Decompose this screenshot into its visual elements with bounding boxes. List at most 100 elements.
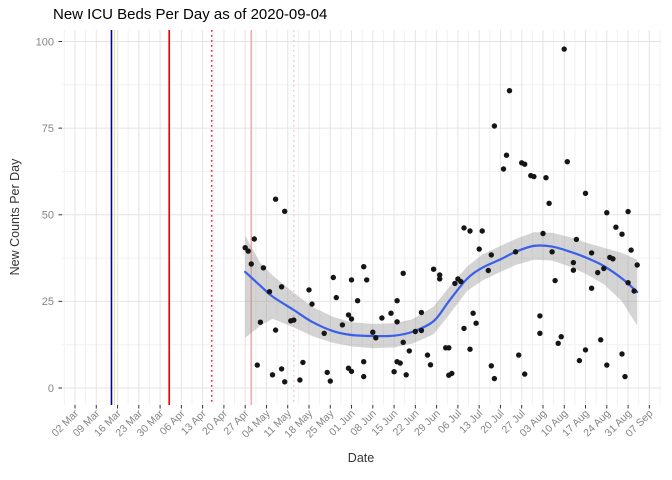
data-point xyxy=(598,337,604,343)
data-point xyxy=(330,274,336,281)
data-point xyxy=(500,166,507,172)
data-point xyxy=(418,327,425,334)
data-point xyxy=(631,288,637,294)
data-point xyxy=(400,339,406,345)
data-point xyxy=(555,340,561,346)
data-point xyxy=(549,249,555,255)
data-point xyxy=(278,284,285,290)
data-point xyxy=(272,327,279,333)
data-point xyxy=(491,375,498,382)
data-point xyxy=(437,272,443,278)
data-point xyxy=(361,264,367,270)
data-point xyxy=(348,368,355,375)
data-point xyxy=(622,373,628,380)
data-point xyxy=(604,210,610,216)
data-point xyxy=(424,352,431,358)
x-tick-label: 06 Jul xyxy=(436,408,464,436)
data-point xyxy=(604,362,610,368)
data-point xyxy=(558,334,564,340)
data-point xyxy=(257,319,264,325)
chart-title: New ICU Beds Per Day as of 2020-09-04 xyxy=(53,6,328,23)
data-point xyxy=(245,248,251,254)
data-point xyxy=(354,298,361,304)
data-point xyxy=(254,362,260,368)
data-point xyxy=(467,228,473,234)
data-point xyxy=(506,88,513,94)
data-point xyxy=(348,316,355,322)
data-point xyxy=(379,315,385,321)
x-axis-title-text: Date xyxy=(347,451,375,465)
data-point xyxy=(394,319,400,325)
y-tick-label: 50 xyxy=(42,210,54,222)
data-point xyxy=(628,247,634,253)
data-point xyxy=(300,359,306,366)
data-point xyxy=(327,378,333,384)
data-point xyxy=(364,277,370,283)
data-point xyxy=(333,294,339,301)
x-tick-label: 13 Jul xyxy=(457,408,485,436)
data-point xyxy=(619,351,625,357)
data-point xyxy=(282,208,288,214)
data-point xyxy=(488,252,494,258)
data-point xyxy=(427,362,434,368)
data-point xyxy=(282,379,288,385)
data-point xyxy=(473,320,479,326)
data-point xyxy=(266,289,273,295)
y-tick-label: 100 xyxy=(36,36,54,48)
data-point xyxy=(564,159,570,165)
data-point xyxy=(418,309,425,316)
data-point xyxy=(430,266,437,272)
data-point xyxy=(449,370,455,377)
data-point xyxy=(251,236,257,242)
data-point xyxy=(522,161,528,167)
data-point xyxy=(512,249,519,255)
data-point xyxy=(625,208,631,215)
data-point xyxy=(570,259,577,266)
data-point xyxy=(491,123,498,129)
data-point xyxy=(437,276,443,282)
data-point xyxy=(576,357,583,364)
y-tick-label: 75 xyxy=(42,123,54,135)
data-point xyxy=(537,330,543,336)
data-point xyxy=(485,267,491,274)
data-point xyxy=(516,352,522,358)
data-point xyxy=(260,265,267,271)
data-point xyxy=(619,231,625,237)
data-point xyxy=(470,310,476,316)
confidence-ribbon xyxy=(245,232,638,349)
data-point xyxy=(503,152,510,158)
data-point xyxy=(546,200,552,206)
data-point xyxy=(412,328,418,335)
data-point xyxy=(373,335,379,341)
data-point xyxy=(397,360,403,366)
data-point xyxy=(361,359,367,365)
smooth-trend-line xyxy=(244,244,639,338)
y-tick-label: 25 xyxy=(42,296,54,308)
data-point xyxy=(552,277,558,284)
data-point xyxy=(461,225,467,231)
x-axis-title: Date xyxy=(0,451,672,465)
data-point xyxy=(446,345,452,351)
data-point xyxy=(345,312,352,318)
data-point xyxy=(324,369,330,376)
data-point xyxy=(610,256,616,262)
data-point xyxy=(625,280,631,286)
data-point xyxy=(339,322,346,328)
data-point xyxy=(537,313,543,319)
data-point xyxy=(272,196,279,202)
data-point xyxy=(452,280,458,287)
data-point xyxy=(321,330,327,336)
data-point xyxy=(461,325,467,332)
data-point xyxy=(248,261,254,267)
data-point xyxy=(582,347,589,353)
data-point xyxy=(613,224,619,230)
data-point xyxy=(479,228,485,234)
data-point xyxy=(306,287,312,293)
data-point xyxy=(588,285,595,291)
data-point xyxy=(522,371,528,377)
data-point xyxy=(400,270,406,276)
data-point xyxy=(570,267,577,273)
y-axis-title: New Counts Per Day xyxy=(8,158,22,276)
